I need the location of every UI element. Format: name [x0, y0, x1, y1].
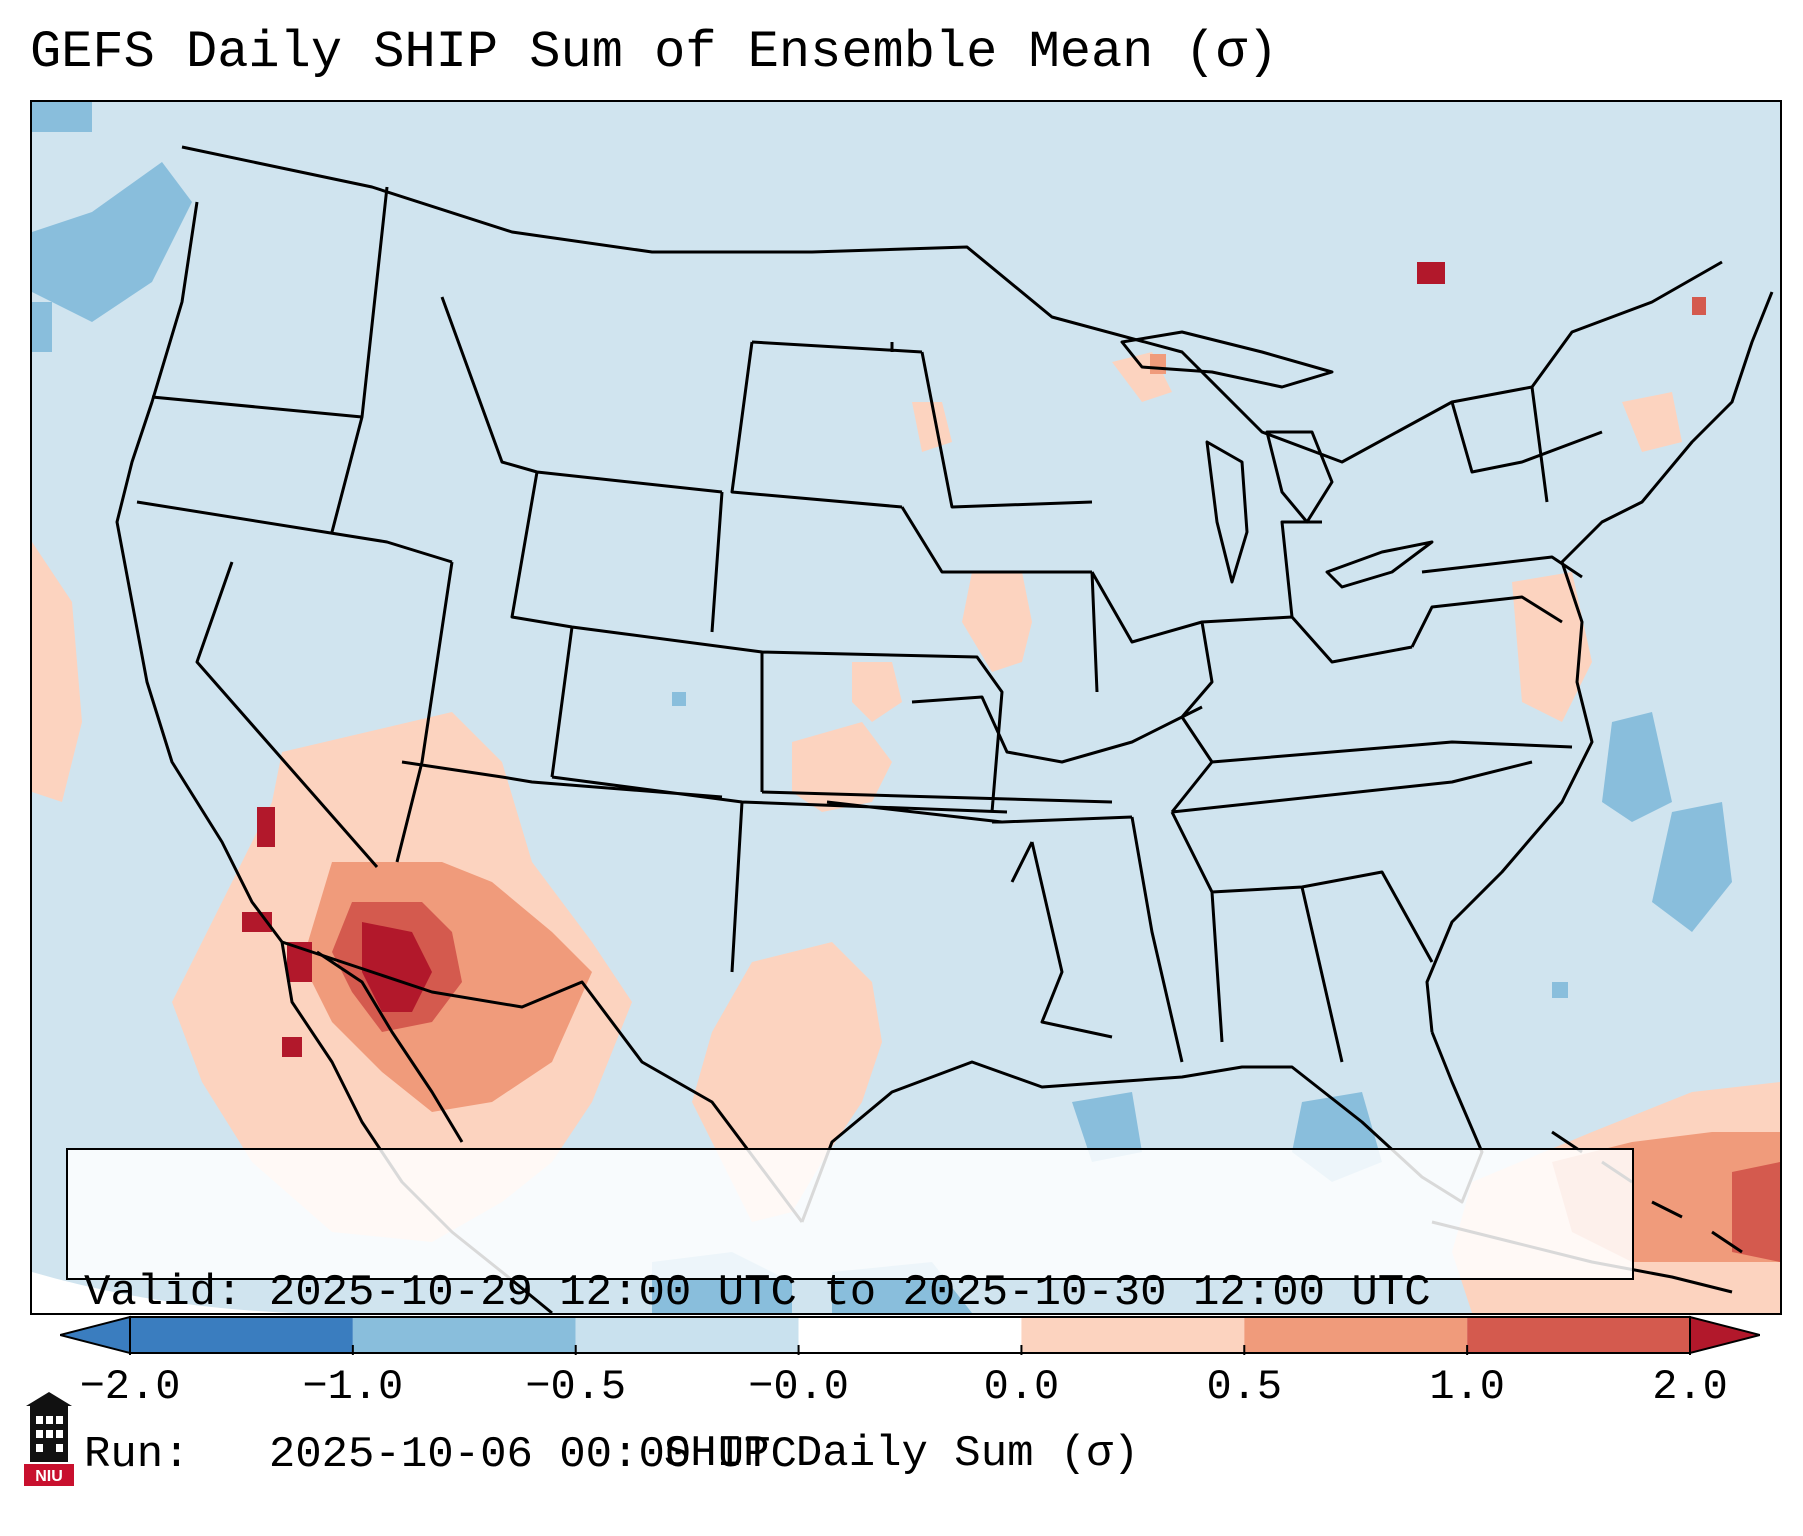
negative-anomaly-patch	[32, 302, 52, 352]
colorbar-segment	[798, 1317, 1022, 1353]
colorbar-segment	[130, 1317, 353, 1353]
negative-anomaly-patch	[1072, 1092, 1142, 1162]
colorbar-tick-label: −0.0	[748, 1363, 849, 1411]
colorbar-tick-label: 0.5	[1206, 1363, 1283, 1411]
positive-anomaly-patch	[912, 402, 952, 452]
negative-anomaly-patch	[1652, 802, 1732, 932]
positive-anomaly-patch	[32, 542, 82, 802]
positive-anomaly-patch	[1417, 262, 1445, 284]
colorbar-extend-high	[1689, 1315, 1760, 1355]
colorbar-tick-label: 1.0	[1429, 1363, 1505, 1411]
lake-erie	[1325, 540, 1434, 589]
colorbar-tick-label: −0.5	[525, 1363, 627, 1411]
niu-logo: NIU	[24, 1392, 74, 1486]
colorbar-segments	[60, 1315, 1760, 1355]
valid-time-text: Valid: 2025-10-29 12:00 UTC to 2025-10-3…	[84, 1268, 1431, 1318]
lake-huron	[1265, 430, 1334, 524]
negative-anomaly-patch	[32, 102, 92, 132]
colorbar-segment	[1244, 1317, 1468, 1353]
colorbar-tick-label: 0.0	[983, 1363, 1060, 1411]
chart-title: GEFS Daily SHIP Sum of Ensemble Mean (σ)	[30, 23, 1279, 82]
gulf-of-california	[316, 950, 464, 1143]
colorbar-segment	[1021, 1317, 1245, 1353]
map-canvas	[32, 102, 1780, 1313]
colorbar-label: SHIP Daily Sum (σ)	[663, 1429, 1140, 1479]
colorbar-segment	[352, 1317, 576, 1353]
lake-superior	[1120, 330, 1334, 389]
positive-anomaly-patch	[282, 1037, 302, 1057]
positive-anomaly-patch	[1150, 354, 1166, 374]
tower-icon	[26, 1392, 72, 1462]
projection-edge-left	[32, 1272, 292, 1313]
positive-anomaly-patch	[792, 722, 892, 812]
pacific-coast	[115, 201, 284, 943]
negative-anomaly-patch	[32, 162, 192, 322]
positive-anomaly-patch	[1692, 297, 1706, 315]
positive-anomaly-patch	[1622, 392, 1682, 452]
colorbar-outline	[129, 1316, 1691, 1354]
positive-anomaly-patch	[257, 807, 275, 847]
state-lines	[136, 186, 1603, 1063]
positive-anomaly-patch	[852, 662, 902, 722]
niu-logo-text: NIU	[35, 1468, 63, 1485]
map-panel	[30, 100, 1782, 1315]
positive-anomaly-patch	[962, 572, 1032, 672]
colorbar-tick-label: −1.0	[302, 1363, 404, 1411]
lake-michigan	[1205, 440, 1249, 584]
negative-anomaly-patch	[1552, 982, 1568, 998]
colorbar-tick-label: 2.0	[1652, 1363, 1728, 1411]
canada-border	[181, 145, 1723, 464]
colorbar-segment	[1467, 1317, 1690, 1353]
colorbar-tick-label: −2.0	[79, 1363, 181, 1411]
positive-anomaly-patch	[1732, 1162, 1780, 1262]
negative-anomaly-patch	[672, 692, 686, 706]
negative-anomaly-patch	[1602, 712, 1672, 822]
run-time-text: Run: 2025-10-06 00:00 UTC	[84, 1430, 797, 1480]
us-mexico-border	[281, 940, 804, 1223]
positive-anomaly-patch	[1512, 572, 1592, 722]
colorbar	[60, 1315, 1760, 1355]
valid-run-info-box: Valid: 2025-10-29 12:00 UTC to 2025-10-3…	[66, 1148, 1634, 1480]
colorbar-extend-low	[60, 1315, 131, 1355]
colorbar-segment	[575, 1317, 799, 1353]
atlantic-coast	[1425, 291, 1774, 1033]
anomaly-patches	[32, 102, 1780, 1313]
positive-anomaly-patch	[362, 922, 432, 1012]
